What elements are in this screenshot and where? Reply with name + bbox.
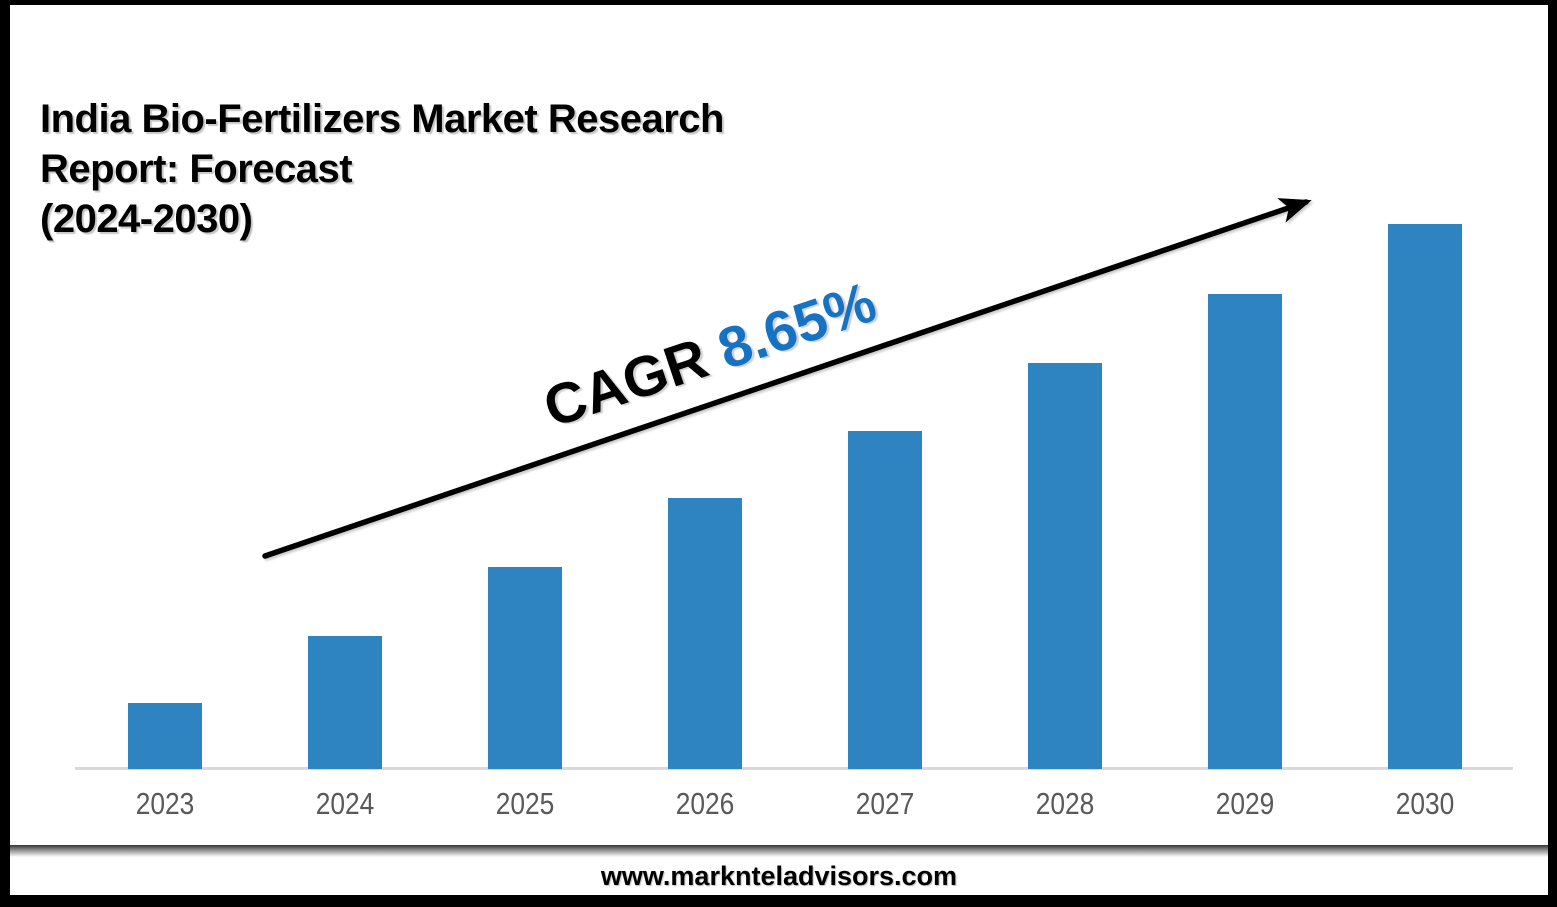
bar-2027 [848, 431, 922, 769]
page-title: India Bio-Fertilizers Market Research Re… [40, 94, 800, 244]
page-title-line-2: Report: Forecast [40, 147, 353, 191]
x-tick-label-2025: 2025 [495, 786, 555, 821]
frame-border-top [0, 0, 1557, 5]
bar-2028 [1028, 363, 1102, 769]
x-tick-label-2023: 2023 [135, 786, 195, 821]
x-tick-label-2029: 2029 [1215, 786, 1275, 821]
bar-2025 [488, 567, 562, 769]
x-axis-line [75, 767, 1513, 770]
x-tick-label-2026: 2026 [675, 786, 735, 821]
x-tick-label-2030: 2030 [1395, 786, 1455, 821]
bar-2026 [668, 498, 742, 769]
frame-border-left [0, 0, 10, 907]
bar-2024 [308, 636, 382, 769]
cagr-annotation-value: 8.65% [710, 269, 884, 382]
bar-2029 [1208, 294, 1282, 769]
page-title-line-1: India Bio-Fertilizers Market Research [40, 97, 724, 141]
x-tick-label-2028: 2028 [1035, 786, 1095, 821]
bar-2030 [1388, 224, 1462, 769]
cagr-annotation-label: CAGR [536, 321, 731, 441]
frame-border-bottom [0, 895, 1557, 907]
footer-shadow-band [10, 845, 1548, 857]
x-tick-label-2024: 2024 [315, 786, 375, 821]
bar-2023 [128, 703, 202, 769]
frame-border-right [1548, 0, 1557, 907]
page-title-line-3: (2024-2030) [40, 197, 253, 241]
x-tick-label-2027: 2027 [855, 786, 915, 821]
footer-url: www.marknteladvisors.com [10, 857, 1548, 895]
